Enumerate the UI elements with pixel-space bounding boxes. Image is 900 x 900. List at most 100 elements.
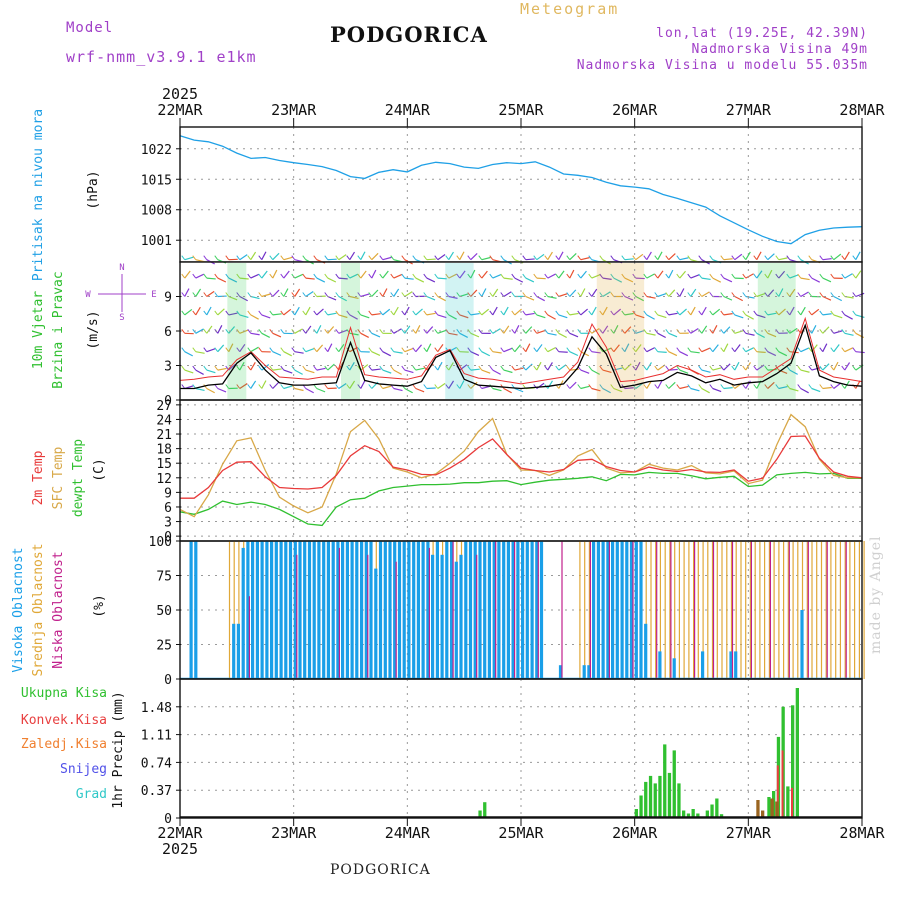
top-date-label: 25MAR <box>498 101 544 119</box>
wind-barb-feather <box>401 255 406 261</box>
wind-barb <box>481 369 491 374</box>
wind-strong-flow-band <box>445 263 474 399</box>
total-precip-bar <box>639 795 643 818</box>
wind-barb <box>437 344 444 353</box>
high-cloud-bar <box>592 541 596 679</box>
wind-barb <box>613 344 620 353</box>
wind-barb-feather <box>467 384 472 389</box>
convective-precip-label: Konvek.Kisa <box>21 713 107 728</box>
meteogram-label: Meteogram <box>520 0 620 18</box>
wind-barb <box>184 288 190 297</box>
pressure-line <box>179 135 863 245</box>
wind-barb-feather <box>643 384 648 389</box>
wind-barb-feather <box>302 328 307 334</box>
wind-barb <box>668 253 676 261</box>
y-tick-label: 1.11 <box>141 729 172 744</box>
wind-barb <box>635 253 644 261</box>
wind-barb <box>822 326 830 334</box>
wind-barb-feather <box>456 255 461 261</box>
wind-barb-feather <box>445 255 450 261</box>
wind-barb <box>547 380 553 389</box>
wind-barb-feather <box>258 384 263 389</box>
wind-barb <box>272 381 280 389</box>
wind-barb-feather <box>522 292 527 297</box>
wind-barb-feather <box>808 310 813 316</box>
wind-barb <box>338 382 347 389</box>
wind-barb-feather <box>456 384 461 389</box>
model-elevation: Nadmorska Visina u modelu 55.035m <box>576 58 868 73</box>
wind-barb <box>778 270 786 279</box>
wind-barb <box>536 361 542 371</box>
wind-barb-feather <box>214 365 219 371</box>
total-precip-bar <box>648 775 653 818</box>
mid-cloud-bar <box>820 541 823 679</box>
precip-series-1 <box>776 750 793 818</box>
wind-barb-feather <box>709 292 714 297</box>
mid-cloud-bar <box>584 541 586 679</box>
wind-barb-feather <box>225 310 230 316</box>
wind-barb-feather <box>742 347 747 353</box>
mid-cloud-bar <box>730 541 733 679</box>
wind-barb <box>492 387 502 392</box>
wind-barb-feather <box>258 255 263 261</box>
wind-barb-feather <box>379 365 384 371</box>
y-tick-label: 24 <box>156 413 172 428</box>
wind-barb-feather <box>687 384 692 389</box>
wind-barb <box>184 256 194 261</box>
wind-barb-feather <box>379 328 384 334</box>
total-precip-bar <box>644 781 648 818</box>
wind-barb-feather <box>830 255 835 261</box>
wind-barb-feather <box>698 347 703 353</box>
wind-barb-feather <box>445 384 450 389</box>
wind-barb-feather <box>599 365 604 371</box>
wind-barb <box>294 306 300 316</box>
wind-barb-feather <box>434 328 439 334</box>
wind-barb-feather <box>192 310 197 316</box>
wind-barb-feather <box>247 384 252 389</box>
wind-barb <box>195 351 205 354</box>
wind-barb-feather <box>654 365 659 371</box>
wind-barb-feather <box>379 255 384 261</box>
high-cloud-bar <box>350 541 354 679</box>
high-cloud-bar <box>194 541 198 679</box>
wind-barb-feather <box>203 347 208 353</box>
wind-barb <box>580 308 588 316</box>
wind-barb-feather <box>764 365 769 371</box>
wind-barb <box>855 251 861 260</box>
high-cloud-bar <box>355 541 359 679</box>
wind-barb <box>184 351 193 357</box>
wind-barb <box>690 387 700 392</box>
wind-barb-feather <box>203 255 208 261</box>
wind-barb-feather <box>731 292 736 297</box>
wind-barb <box>492 288 499 297</box>
wind-barb-feather <box>291 255 296 261</box>
wind-barb-feather <box>357 328 362 334</box>
wind-barb-feather <box>456 310 461 316</box>
wind-barb-feather <box>280 292 285 297</box>
wind-barb-feather <box>687 273 692 279</box>
wind-barb <box>305 325 312 334</box>
wind-barb-feather <box>302 347 307 353</box>
wind-barb <box>305 347 315 353</box>
low-cloud-bar <box>395 561 397 679</box>
wind-barb <box>415 308 423 316</box>
wind-barb-feather <box>687 328 692 334</box>
wind-barb <box>833 382 842 389</box>
wind-barb <box>503 387 512 394</box>
y-tick-label: 21 <box>156 428 172 443</box>
wind-barb <box>470 312 480 316</box>
high-cloud-bar <box>284 541 288 679</box>
wind-barb-feather <box>302 273 307 279</box>
wind-barb <box>679 257 689 261</box>
wind-barb-feather <box>731 384 736 389</box>
wind-barb-feather <box>511 255 516 261</box>
wind-barb-feather <box>258 310 263 316</box>
wind-barb-feather <box>192 273 197 279</box>
wind-barb-feather <box>852 310 857 316</box>
wind-barb <box>239 343 246 353</box>
high-cloud-bar <box>596 541 600 679</box>
wind-barb <box>635 344 642 353</box>
high-cloud-bar <box>255 541 259 679</box>
freezing-precip-bar <box>775 801 779 818</box>
wind-barb <box>470 368 480 371</box>
